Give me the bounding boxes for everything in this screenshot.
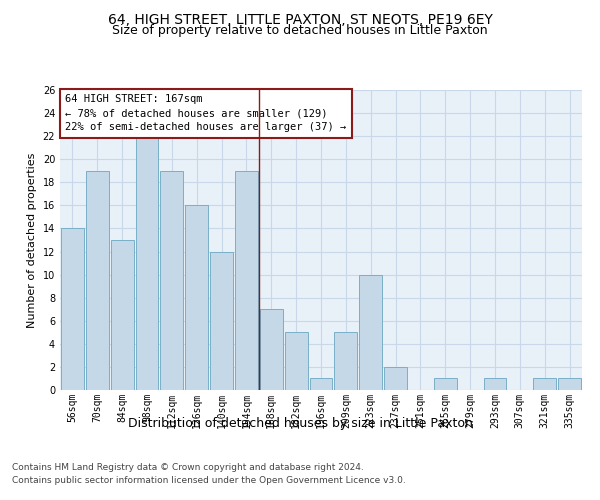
- Bar: [558, 378, 581, 390]
- Bar: [136, 136, 158, 390]
- Bar: [260, 309, 283, 390]
- Bar: [61, 228, 84, 390]
- Text: Contains HM Land Registry data © Crown copyright and database right 2024.: Contains HM Land Registry data © Crown c…: [12, 464, 364, 472]
- Text: Distribution of detached houses by size in Little Paxton: Distribution of detached houses by size …: [128, 418, 472, 430]
- Bar: [285, 332, 308, 390]
- Y-axis label: Number of detached properties: Number of detached properties: [27, 152, 37, 328]
- Bar: [533, 378, 556, 390]
- Text: 64 HIGH STREET: 167sqm
← 78% of detached houses are smaller (129)
22% of semi-de: 64 HIGH STREET: 167sqm ← 78% of detached…: [65, 94, 346, 132]
- Bar: [235, 171, 258, 390]
- Bar: [434, 378, 457, 390]
- Bar: [359, 274, 382, 390]
- Bar: [334, 332, 357, 390]
- Bar: [86, 171, 109, 390]
- Bar: [111, 240, 134, 390]
- Bar: [160, 171, 183, 390]
- Bar: [310, 378, 332, 390]
- Bar: [384, 367, 407, 390]
- Text: Contains public sector information licensed under the Open Government Licence v3: Contains public sector information licen…: [12, 476, 406, 485]
- Bar: [484, 378, 506, 390]
- Bar: [210, 252, 233, 390]
- Text: Size of property relative to detached houses in Little Paxton: Size of property relative to detached ho…: [112, 24, 488, 37]
- Bar: [185, 206, 208, 390]
- Text: 64, HIGH STREET, LITTLE PAXTON, ST NEOTS, PE19 6EY: 64, HIGH STREET, LITTLE PAXTON, ST NEOTS…: [107, 12, 493, 26]
